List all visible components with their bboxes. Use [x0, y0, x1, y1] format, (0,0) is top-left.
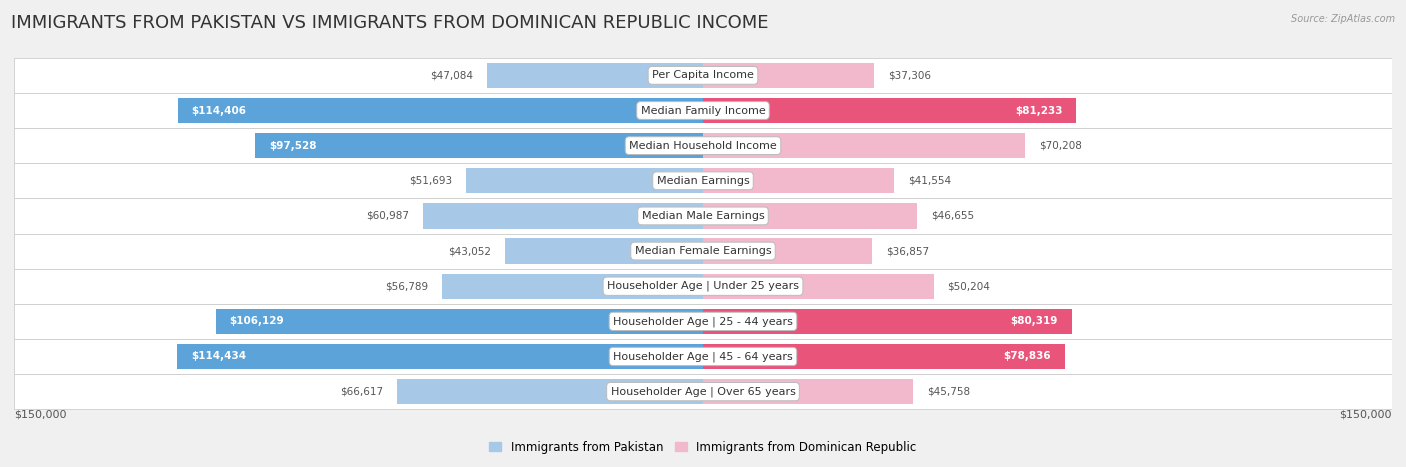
Text: $106,129: $106,129 [229, 316, 284, 326]
Bar [14, 93, 1392, 128]
Text: Median Female Earnings: Median Female Earnings [634, 246, 772, 256]
Bar [14, 58, 1392, 93]
Bar [441, 274, 703, 299]
Bar [703, 98, 1076, 123]
Bar [14, 374, 1392, 409]
Bar [14, 163, 1392, 198]
Text: $46,655: $46,655 [931, 211, 974, 221]
Bar [703, 274, 934, 299]
Text: $150,000: $150,000 [1340, 410, 1392, 420]
Text: Source: ZipAtlas.com: Source: ZipAtlas.com [1291, 14, 1395, 24]
Text: Per Capita Income: Per Capita Income [652, 71, 754, 80]
Text: Median Family Income: Median Family Income [641, 106, 765, 115]
Bar [396, 379, 703, 404]
Text: $41,554: $41,554 [908, 176, 950, 186]
Text: $78,836: $78,836 [1004, 352, 1052, 361]
Bar [703, 168, 894, 193]
Bar [177, 98, 703, 123]
Bar [703, 63, 875, 88]
Text: $97,528: $97,528 [269, 141, 316, 151]
Bar [14, 269, 1392, 304]
Bar [14, 198, 1392, 234]
Text: $56,789: $56,789 [385, 281, 429, 291]
Text: $43,052: $43,052 [449, 246, 492, 256]
Bar [215, 309, 703, 334]
Bar [177, 344, 703, 369]
Bar [465, 168, 703, 193]
Text: $66,617: $66,617 [340, 387, 384, 396]
Bar [703, 379, 912, 404]
Text: $50,204: $50,204 [948, 281, 990, 291]
Text: $37,306: $37,306 [889, 71, 931, 80]
Bar [703, 203, 917, 228]
Text: $45,758: $45,758 [927, 387, 970, 396]
Bar [703, 133, 1025, 158]
Text: $36,857: $36,857 [886, 246, 929, 256]
Bar [703, 309, 1071, 334]
Text: $47,084: $47,084 [430, 71, 472, 80]
Text: Householder Age | 45 - 64 years: Householder Age | 45 - 64 years [613, 351, 793, 362]
Text: Householder Age | Over 65 years: Householder Age | Over 65 years [610, 386, 796, 397]
Text: Median Male Earnings: Median Male Earnings [641, 211, 765, 221]
Text: $81,233: $81,233 [1015, 106, 1063, 115]
Text: Householder Age | 25 - 44 years: Householder Age | 25 - 44 years [613, 316, 793, 326]
Bar [14, 128, 1392, 163]
Text: Householder Age | Under 25 years: Householder Age | Under 25 years [607, 281, 799, 291]
Text: $150,000: $150,000 [14, 410, 66, 420]
Text: Median Earnings: Median Earnings [657, 176, 749, 186]
Text: IMMIGRANTS FROM PAKISTAN VS IMMIGRANTS FROM DOMINICAN REPUBLIC INCOME: IMMIGRANTS FROM PAKISTAN VS IMMIGRANTS F… [11, 14, 769, 32]
Text: $70,208: $70,208 [1039, 141, 1083, 151]
Text: $114,434: $114,434 [191, 352, 246, 361]
Bar [14, 234, 1392, 269]
Legend: Immigrants from Pakistan, Immigrants from Dominican Republic: Immigrants from Pakistan, Immigrants fro… [485, 436, 921, 458]
Bar [423, 203, 703, 228]
Bar [14, 304, 1392, 339]
Bar [254, 133, 703, 158]
Text: $80,319: $80,319 [1011, 316, 1059, 326]
Bar [703, 344, 1066, 369]
Text: $60,987: $60,987 [366, 211, 409, 221]
Bar [505, 239, 703, 264]
Bar [14, 339, 1392, 374]
Bar [703, 239, 872, 264]
Text: $51,693: $51,693 [409, 176, 451, 186]
Bar [486, 63, 703, 88]
Text: Median Household Income: Median Household Income [628, 141, 778, 151]
Text: $114,406: $114,406 [191, 106, 246, 115]
